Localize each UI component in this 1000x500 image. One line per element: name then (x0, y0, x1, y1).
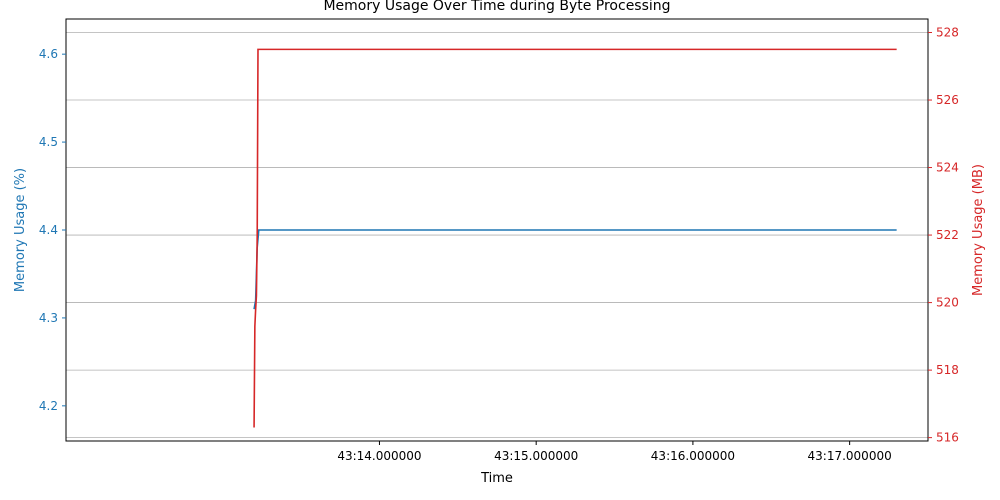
left-y-tick-label: 4.2 (39, 399, 58, 413)
right-y-tick-label: 522 (936, 228, 959, 242)
x-tick-label: 43:15.000000 (494, 449, 578, 463)
left-y-axis-label: Memory Usage (%) (13, 168, 28, 292)
right-y-tick-label: 528 (936, 26, 959, 40)
right-y-tick-label: 524 (936, 161, 959, 175)
chart-title: Memory Usage Over Time during Byte Proce… (323, 0, 670, 14)
right-y-tick-label: 516 (936, 431, 959, 445)
series-layer (253, 48, 897, 428)
right-y-tick-label: 526 (936, 93, 959, 107)
x-tick-label: 43:16.000000 (651, 449, 735, 463)
percent-series-line (253, 229, 897, 310)
left-y-tick-label: 4.4 (39, 223, 58, 237)
x-axis-label: Time (480, 471, 513, 486)
right-y-axis-label: Memory Usage (MB) (971, 164, 986, 296)
right-y-tick-label: 518 (936, 363, 959, 377)
right-y-axis: 516 518 520 522 524 526 528 (928, 26, 959, 445)
left-y-tick-label: 4.6 (39, 47, 58, 61)
left-y-tick-label: 4.3 (39, 311, 58, 325)
left-y-axis: 4.2 4.3 4.4 4.5 4.6 (39, 47, 66, 413)
mb-series-line (253, 48, 897, 428)
x-axis: 43:14.000000 43:15.000000 43:16.000000 43:1… (337, 441, 892, 463)
right-y-tick-label: 520 (936, 296, 959, 310)
left-y-tick-label: 4.5 (39, 135, 58, 149)
x-tick-label: 43:14.000000 (337, 449, 421, 463)
x-tick-label: 43:17.000000 (808, 449, 892, 463)
grid-lines (66, 32, 928, 439)
